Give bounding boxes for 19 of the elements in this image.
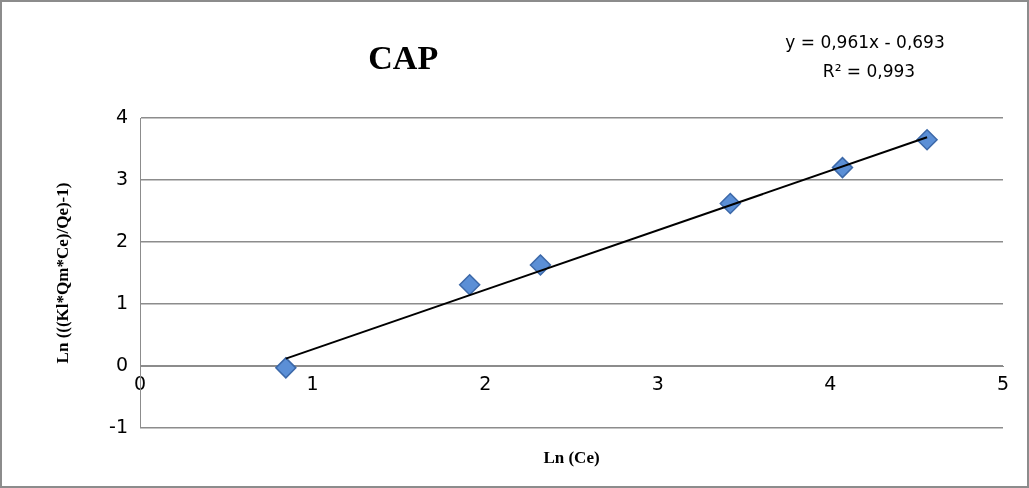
x-tick-label: 2 — [479, 372, 492, 395]
text: R² = 0,993 — [822, 61, 916, 82]
y-tick-label: -1 — [109, 414, 128, 437]
y-tick-label: 2 — [115, 228, 128, 251]
y-tick-label: 3 — [115, 166, 128, 189]
text: y = 0,961x - 0,693 — [785, 32, 945, 53]
x-tick-label: 5 — [996, 372, 1010, 395]
y-tick-label: 1 — [115, 290, 128, 313]
chart-title: CAP — [368, 38, 439, 76]
x-tick-label: 1 — [306, 372, 319, 395]
x-tick-label: 3 — [651, 372, 664, 395]
point — [529, 254, 552, 276]
point — [275, 357, 297, 379]
y-tick-label: 4 — [115, 104, 128, 127]
x-axis-title: Ln (Ce) — [543, 448, 600, 468]
y-tick-label: 0 — [115, 352, 128, 375]
point — [458, 274, 481, 296]
x-tick-label: 4 — [824, 372, 837, 395]
y-axis-title: Ln (((Kl*Qm*Ce)/Qe)-1) — [53, 182, 73, 364]
